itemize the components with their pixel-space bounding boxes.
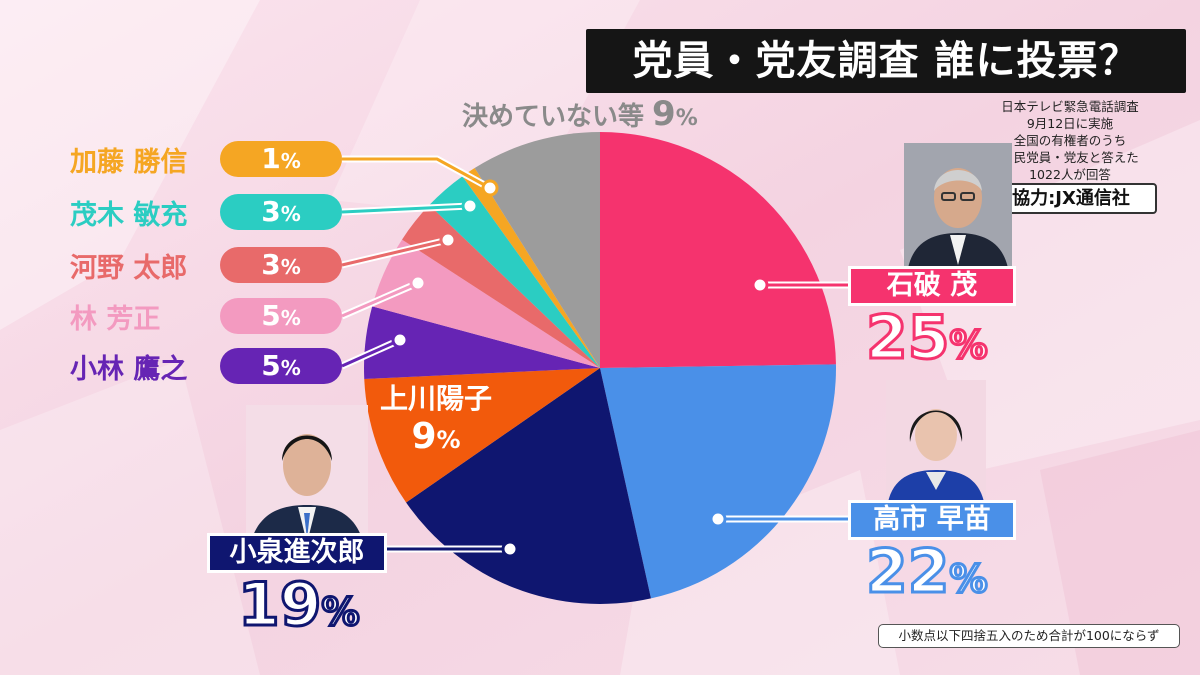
- pie-slice-1: [600, 364, 836, 599]
- takaichi-pct: 22%: [865, 537, 990, 611]
- person-silhouette-icon: [904, 143, 1012, 268]
- leader-line: [341, 204, 471, 214]
- koizumi-photo: [246, 405, 368, 545]
- minor-name-kobayashi: 小林 鷹之: [70, 354, 188, 385]
- footnote: 小数点以下四捨五入のため合計が100にならず: [878, 624, 1180, 648]
- koizumi-name: 小泉進次郎: [207, 533, 387, 573]
- kamikawa-value: 9: [411, 416, 437, 457]
- undecided-label: 決めていない等 9%: [462, 94, 698, 134]
- ishiba-pct: 25%: [865, 303, 990, 377]
- takaichi-name: 高市 早苗: [848, 500, 1016, 540]
- ishiba-value: 25: [865, 303, 951, 373]
- minor-pill-kato: 1%: [220, 141, 342, 177]
- survey-note-line: 自民党員・党友と答えた: [1001, 150, 1139, 165]
- pie-slice-9: [474, 132, 600, 368]
- pie-slice-8: [462, 168, 600, 368]
- survey-note: 日本テレビ緊急電話調査 9月12日に実施 全国の有権者のうち 自民党員・党友と答…: [955, 98, 1185, 183]
- minor-pill-kono: 3%: [220, 247, 342, 283]
- minor-name-hayashi: 林 芳正: [70, 304, 161, 335]
- title-bar: 党員・党友調査 誰に投票？: [586, 29, 1186, 93]
- survey-note-line: 9月12日に実施: [1026, 116, 1114, 131]
- takaichi-photo: [886, 380, 986, 502]
- leader-dot: [439, 231, 457, 249]
- person-silhouette-icon: [886, 380, 986, 502]
- minor-value: 3: [261, 195, 281, 228]
- percent-sign: %: [948, 556, 989, 603]
- pie-slice-2: [406, 368, 651, 605]
- minor-value: 3: [261, 248, 281, 281]
- percent-sign: %: [280, 306, 301, 330]
- koizumi-pct: 19%: [237, 570, 362, 644]
- leader-line: [342, 157, 491, 190]
- ishiba-photo: [904, 143, 1012, 268]
- minor-pill-motegi: 3%: [220, 194, 342, 230]
- minor-value: 1: [261, 142, 281, 175]
- percent-sign: %: [948, 322, 989, 369]
- pie-slice-7: [429, 176, 600, 368]
- percent-sign: %: [436, 426, 461, 454]
- pie-slice-0: [600, 132, 836, 368]
- leader-dot: [461, 197, 479, 215]
- survey-note-line: 1022人が回答: [1029, 167, 1111, 182]
- percent-sign: %: [280, 202, 301, 226]
- leader-dot: [501, 540, 519, 558]
- percent-sign: %: [280, 149, 301, 173]
- leader-dot: [481, 179, 499, 197]
- koizumi-value: 19: [237, 570, 323, 640]
- minor-name-kono: 河野 太郎: [70, 253, 188, 284]
- leader-line: [341, 238, 449, 267]
- minor-value: 5: [261, 299, 281, 332]
- minor-pill-kobayashi: 5%: [220, 348, 342, 384]
- percent-sign: %: [280, 255, 301, 279]
- percent-sign: %: [675, 106, 698, 131]
- page-title: 党員・党友調査 誰に投票？: [632, 38, 1140, 84]
- minor-value: 5: [261, 349, 281, 382]
- cooperation-credit: 協力:JX通信社: [985, 183, 1157, 214]
- minor-pill-hayashi: 5%: [220, 298, 342, 334]
- undecided-name: 決めていない等: [462, 102, 645, 132]
- leader-line: [341, 281, 419, 318]
- pie-slice-4: [364, 306, 600, 380]
- survey-note-line: 日本テレビ緊急電話調査: [1001, 99, 1139, 114]
- undecided-value: 9: [652, 94, 676, 134]
- percent-sign: %: [320, 589, 361, 636]
- leader-dot: [709, 510, 727, 528]
- pie-slice-5: [372, 239, 600, 368]
- kamikawa-name: 上川陽子: [379, 382, 492, 415]
- kamikawa-label: 上川陽子 9%: [366, 382, 506, 461]
- minor-name-kato: 加藤 勝信: [70, 147, 188, 178]
- pie-slice-3: [364, 368, 600, 503]
- leader-line: [341, 338, 401, 368]
- leader-dot: [409, 274, 427, 292]
- person-silhouette-icon: [246, 405, 368, 545]
- minor-name-motegi: 茂木 敏充: [70, 200, 188, 231]
- leader-dot: [391, 331, 409, 349]
- percent-sign: %: [280, 356, 301, 380]
- survey-note-line: 全国の有権者のうち: [1013, 133, 1127, 148]
- kamikawa-pct: 9%: [366, 416, 506, 461]
- leader-dot: [751, 276, 769, 294]
- ishiba-name: 石破 茂: [848, 266, 1016, 306]
- takaichi-value: 22: [865, 537, 951, 607]
